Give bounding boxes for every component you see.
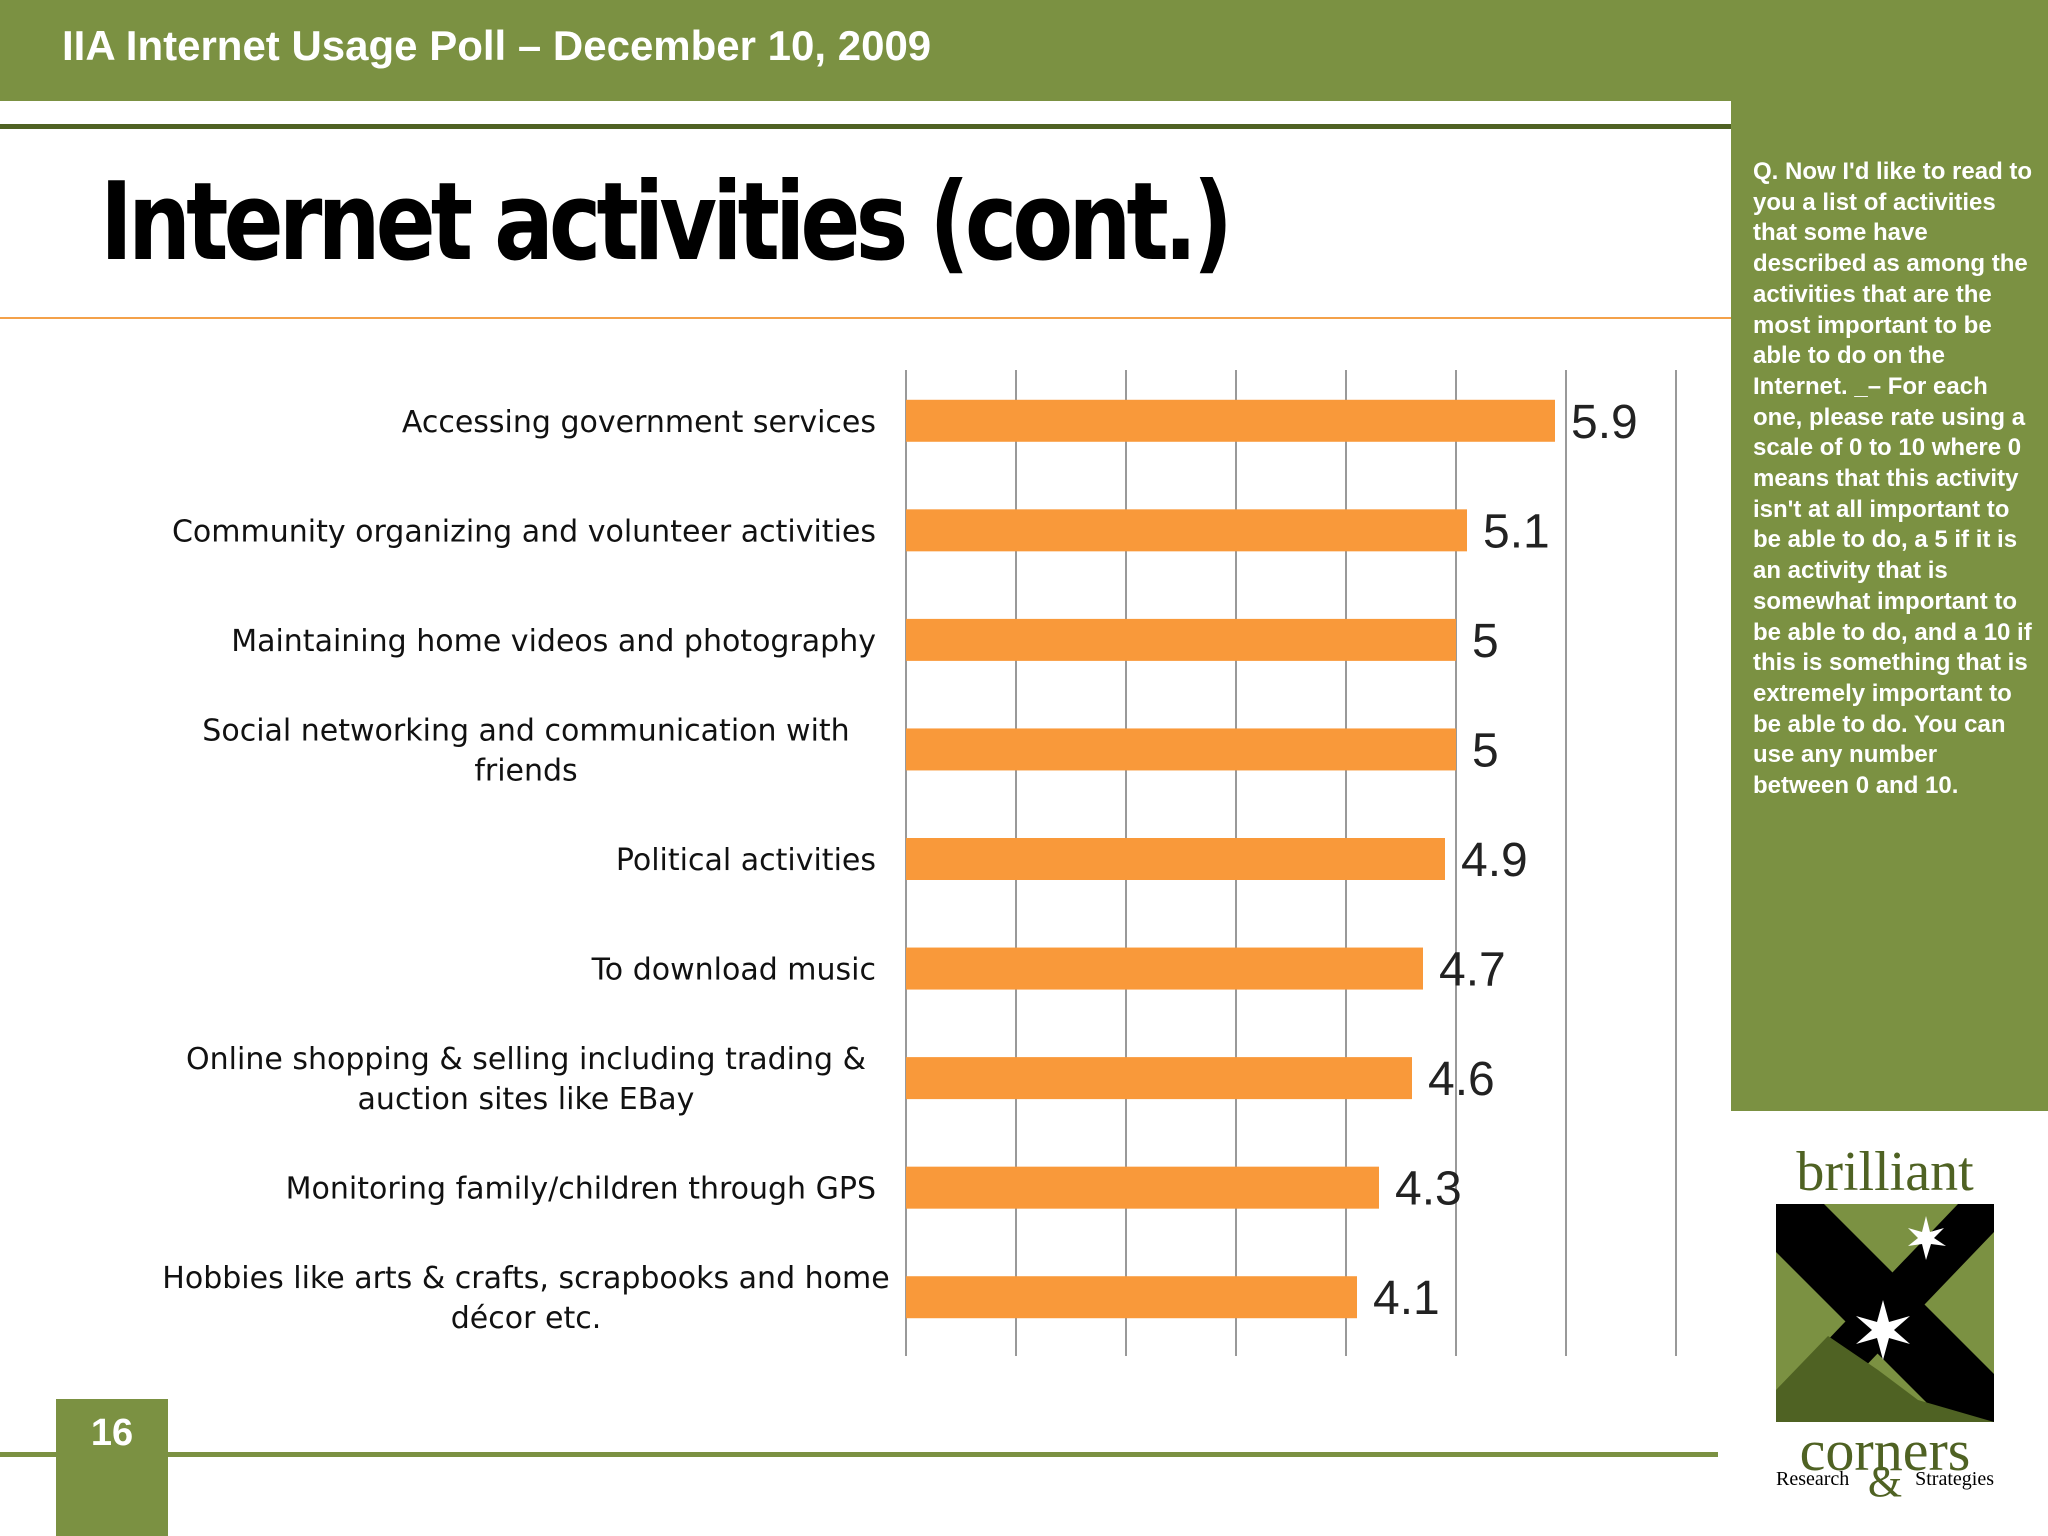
bar-value-label: 4.6 <box>1428 1053 1495 1106</box>
logo-ampersand: & <box>1868 1457 1902 1500</box>
logo-top-word: brilliant <box>1796 1141 1974 1203</box>
bar-value-label: 4.9 <box>1461 834 1528 887</box>
bar-value-label: 5 <box>1472 615 1499 668</box>
bar <box>906 728 1456 771</box>
bar <box>906 1166 1379 1209</box>
slide-title: Internet activities (cont.) <box>100 160 1233 285</box>
bar <box>906 1057 1412 1100</box>
bar-value-label: 5 <box>1472 724 1499 777</box>
category-label: Social networking and communication with <box>202 713 849 748</box>
category-label: To download music <box>591 953 876 988</box>
bar <box>906 1276 1357 1319</box>
title-rule <box>0 317 1731 319</box>
category-label: Online shopping & selling including trad… <box>186 1042 866 1077</box>
question-text: Q. Now I'd like to read to you a list of… <box>1753 158 2033 800</box>
bar <box>906 399 1555 442</box>
header-rule <box>0 124 1731 129</box>
category-label: Maintaining home videos and photography <box>231 624 876 659</box>
bar-value-label: 4.3 <box>1395 1163 1462 1216</box>
category-label: auction sites like EBay <box>358 1082 695 1117</box>
bar <box>906 947 1423 990</box>
chart-labels: 5.9 Accessing government services 5.1 Commu… <box>162 396 1637 1336</box>
footer-rule <box>0 1452 1718 1457</box>
company-logo: brilliant corners Research & Strategies <box>1776 1141 1994 1500</box>
category-label: Monitoring family/children through GPS <box>286 1172 876 1207</box>
logo-x-mark-icon <box>1776 1204 1994 1422</box>
bar-value-label: 5.9 <box>1571 396 1638 449</box>
chart-bars <box>906 399 1555 1319</box>
logo-strategies-text: Strategies <box>1915 1468 1994 1490</box>
category-label: Community organizing and volunteer activ… <box>172 514 876 549</box>
category-label: décor etc. <box>451 1301 601 1336</box>
bar <box>906 618 1456 661</box>
category-label: Political activities <box>616 843 876 878</box>
bar-value-label: 5.1 <box>1483 505 1550 558</box>
bar-chart: 5.9 Accessing government services 5.1 Commu… <box>162 370 1677 1356</box>
logo-bottom-word: corners <box>1800 1418 1971 1483</box>
category-label: Hobbies like arts & crafts, scrapbooks a… <box>162 1261 889 1296</box>
header-title: IIA Internet Usage Poll – December 10, 2… <box>62 22 932 69</box>
bar-value-label: 4.7 <box>1439 944 1506 997</box>
page-number: 16 <box>90 1412 134 1454</box>
category-label: Accessing government services <box>402 405 876 440</box>
logo-research-text: Research <box>1776 1468 1849 1490</box>
bar-value-label: 4.1 <box>1373 1272 1440 1325</box>
bar <box>906 509 1467 552</box>
page-number-box <box>56 1399 168 1536</box>
category-label: friends <box>474 753 577 788</box>
bar <box>906 838 1445 880</box>
question-panel <box>1731 101 2048 1111</box>
header-band <box>0 0 2048 101</box>
